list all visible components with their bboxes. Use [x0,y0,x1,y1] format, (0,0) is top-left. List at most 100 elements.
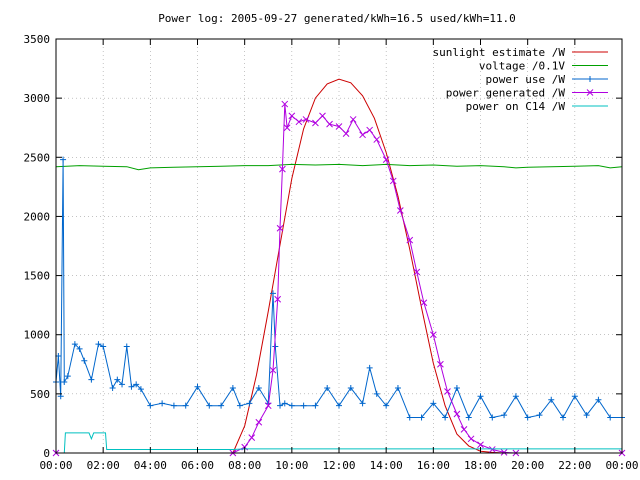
data-point [272,343,279,350]
data-point [571,393,578,400]
data-point [583,412,590,419]
data-point [147,402,154,409]
series-2 [53,156,625,421]
legend-label: power generated /W [446,87,566,100]
data-point [477,441,484,449]
data-point [336,402,342,409]
data-point [269,290,276,297]
data-point [71,341,78,348]
data-point [277,402,284,409]
data-point [288,112,296,120]
data-point [264,402,272,410]
data-point [194,383,201,390]
data-point [319,112,326,120]
data-point [255,418,263,426]
series-line [55,163,623,171]
x-tick-label: 18:00 [464,459,497,472]
data-point [335,123,343,130]
data-point [281,100,289,108]
data-point [453,384,460,391]
data-point [359,400,366,407]
chart-title: Power log: 2005-09-27 generated/kWh=16.5… [158,12,516,25]
data-point [366,126,374,134]
data-point [607,414,614,421]
x-tick-label: 20:00 [511,459,544,472]
data-point [133,381,140,388]
data-point [274,295,282,303]
series-3 [52,100,626,457]
data-point [128,383,135,390]
data-point [442,414,449,421]
y-tick-label: 1500 [24,270,51,283]
data-point [60,156,67,163]
legend-label: voltage /0.1V [479,60,565,73]
data-point [373,390,380,397]
x-tick-label: 08:00 [228,459,261,472]
legend-label: power on C14 /W [466,100,566,113]
data-point [465,414,472,421]
data-point [206,402,213,409]
series-line [56,432,622,454]
data-point [477,393,484,400]
y-tick-label: 0 [43,447,50,460]
data-point [288,402,295,409]
legend-marker [587,76,593,82]
data-point [64,373,71,380]
grid [56,39,622,453]
data-point [460,425,468,433]
data-point [437,360,444,368]
data-point [418,414,425,421]
x-tick-label: 22:00 [558,459,591,472]
data-point [366,364,373,371]
data-point [137,386,144,393]
data-point [295,118,303,126]
data-point [123,343,130,350]
data-point [276,224,284,232]
series-0 [56,78,622,454]
data-point [312,402,319,409]
data-point [406,414,413,421]
data-point [349,116,357,123]
data-point [444,388,451,395]
data-point [501,412,508,419]
y-tick-label: 3500 [24,33,51,46]
data-point [182,402,189,409]
data-point [269,366,277,374]
data-point [95,341,102,348]
data-point [255,384,262,391]
data-point [429,331,437,339]
data-point [248,434,256,441]
data-point [342,130,350,137]
data-point [347,384,354,391]
data-point [420,299,428,307]
data-point [373,136,381,143]
series-layer [52,78,626,457]
y-tick-label: 2000 [24,210,51,223]
data-point [300,402,307,409]
data-point [488,446,496,453]
data-point [88,376,95,383]
data-point [595,396,602,403]
data-point [312,119,319,127]
data-point [489,414,496,421]
x-tick-label: 06:00 [181,459,214,472]
data-point [453,410,461,418]
data-point [246,400,253,407]
x-tick-label: 10:00 [275,459,308,472]
data-point [389,177,397,185]
data-point [100,343,107,350]
data-point [324,384,331,391]
axis-ticks: 0 500 1000 1500 2000 2500 3000 3500 00:00 02:00 04… [24,33,639,472]
y-tick-label: 1000 [24,329,51,342]
x-tick-label: 00:00 [605,459,638,472]
x-tick-label: 04:00 [134,459,167,472]
data-point [512,393,519,400]
y-tick-label: 500 [30,388,50,401]
data-point [359,131,366,139]
data-point [114,376,121,383]
data-point [406,236,414,244]
data-point [560,414,567,421]
data-point [396,207,404,214]
data-point [536,412,543,419]
